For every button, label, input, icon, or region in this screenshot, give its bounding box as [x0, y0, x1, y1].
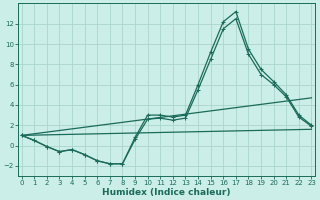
X-axis label: Humidex (Indice chaleur): Humidex (Indice chaleur)	[102, 188, 231, 197]
